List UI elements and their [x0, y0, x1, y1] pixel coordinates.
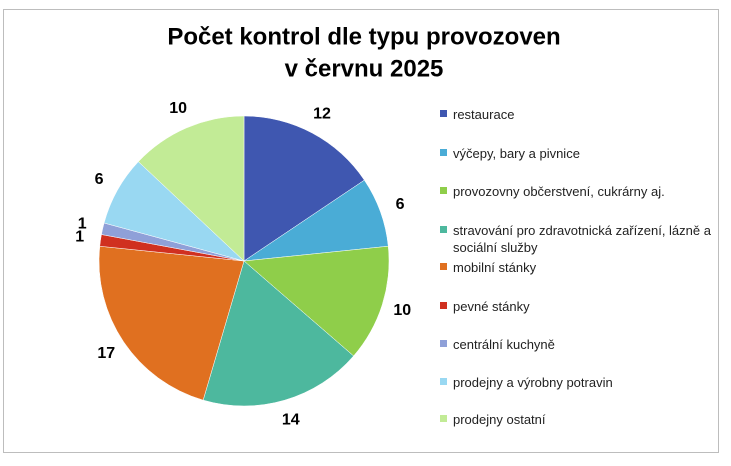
pie-slice: [202, 260, 354, 407]
data-label: 12: [313, 106, 331, 123]
legend-item: pevné stánky: [440, 298, 730, 315]
data-label: 10: [169, 100, 187, 117]
legend-label: provozovny občerstvení, cukrárny aj.: [453, 184, 665, 199]
legend-swatch: [440, 302, 447, 309]
pie-slice: [98, 245, 245, 401]
legend-label: restaurace: [453, 107, 515, 122]
data-label: 10: [393, 302, 411, 319]
legend-label: pevné stánky: [453, 299, 530, 314]
pie-slice: [243, 115, 365, 262]
legend-swatch: [440, 263, 447, 270]
legend-item: prodejny a výrobny potravin: [440, 374, 730, 391]
chart-title: Počet kontrol dle typu provozoven: [167, 23, 560, 50]
pie-slice: [243, 245, 390, 357]
legend-swatch: [440, 187, 447, 194]
legend-swatch: [440, 149, 447, 156]
legend-item: mobilní stánky: [440, 259, 730, 276]
data-label: 6: [396, 196, 405, 213]
legend-swatch: [440, 378, 447, 385]
data-label: 1: [78, 215, 87, 232]
legend-item: prodejny ostatní: [440, 411, 730, 428]
legend-label: mobilní stánky: [453, 260, 537, 275]
chart-title: v červnu 2025: [285, 55, 444, 82]
legend-label: stravování pro zdravotnická zařízení, lá…: [453, 223, 711, 255]
legend-swatch: [440, 340, 447, 347]
legend-label: centrální kuchyně: [453, 337, 555, 352]
legend-item: stravování pro zdravotnická zařízení, lá…: [440, 222, 730, 256]
data-label: 17: [97, 345, 115, 362]
legend-label: výčepy, bary a pivnice: [453, 146, 580, 161]
legend-item: restaurace: [440, 106, 730, 123]
pie-slice: [138, 115, 245, 262]
legend-item: výčepy, bary a pivnice: [440, 145, 730, 162]
legend-item: centrální kuchyně: [440, 336, 730, 353]
legend-item: provozovny občerstvení, cukrárny aj.: [440, 183, 730, 200]
data-label: 14: [282, 411, 300, 428]
legend-swatch: [440, 415, 447, 422]
data-label: 6: [95, 171, 104, 188]
legend-swatch: [440, 110, 447, 117]
legend-swatch: [440, 226, 447, 233]
legend-label: prodejny a výrobny potravin: [453, 375, 613, 390]
legend-label: prodejny ostatní: [453, 412, 546, 427]
data-label: 1: [75, 229, 84, 246]
